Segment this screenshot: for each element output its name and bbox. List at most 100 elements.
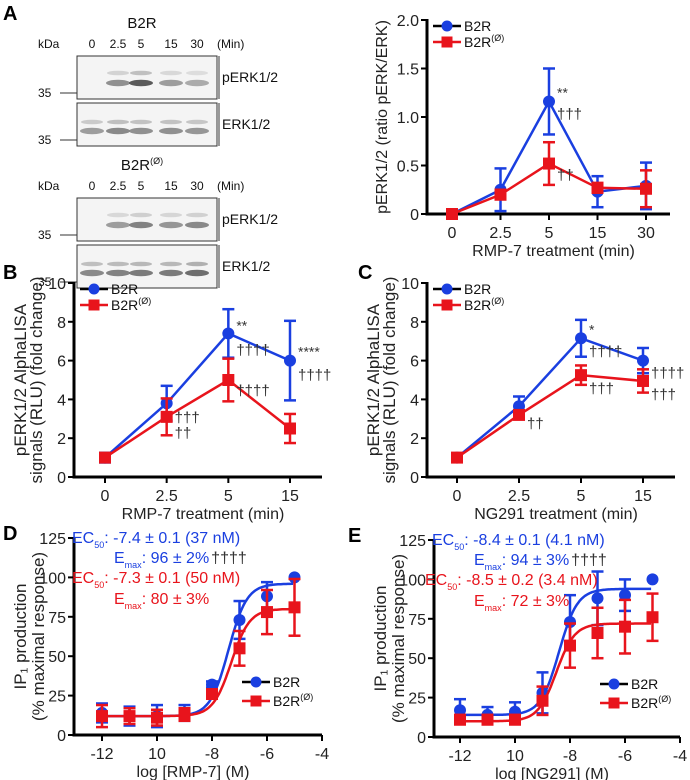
- y-axis-label-line1: pERK1/2 AlphaLISA: [11, 303, 30, 456]
- panel-letter-e: E: [348, 525, 361, 547]
- y-tick-label: 25: [408, 691, 426, 708]
- x-tick-label: -12: [448, 748, 471, 765]
- data-point: [88, 283, 100, 295]
- stat-subscript: max: [125, 601, 143, 611]
- significance-annotation: †††: [557, 106, 582, 123]
- y-axis-label-line2: signals (RLU) (fold change): [380, 277, 399, 484]
- x-tick-label: 0: [101, 488, 110, 505]
- legend-label-sup: (Ø): [491, 296, 504, 306]
- significance-annotation: ††††: [651, 365, 684, 382]
- significance-annotation: †††: [651, 386, 676, 403]
- y-tick-label: 2: [410, 431, 419, 448]
- y-tick-label: 100: [39, 570, 66, 587]
- kda-label: kDa: [38, 37, 60, 51]
- blot-band-upper: [160, 261, 182, 267]
- blot-band: [129, 79, 153, 87]
- lane-label: 30: [190, 37, 204, 51]
- blot-band-upper: [186, 212, 208, 218]
- stat-significance: ††††: [211, 550, 247, 567]
- data-point: [608, 678, 620, 690]
- blot-band-upper: [160, 119, 182, 125]
- stat-text: EC50: -7.3 ± 0.1 (50 nM): [72, 570, 240, 590]
- y-tick-label: 0: [410, 470, 419, 487]
- significance-annotation: ††††: [589, 344, 622, 361]
- blot-row-label: pERK1/2: [222, 69, 278, 85]
- x-tick-label: 0: [448, 225, 457, 242]
- blot-band-upper: [186, 70, 208, 76]
- lane-label: 0: [89, 179, 96, 193]
- data-point: [564, 615, 576, 628]
- blot-band: [80, 127, 104, 135]
- blot-strip: [76, 244, 218, 289]
- legend-label: B2R(Ø): [464, 33, 504, 50]
- lane-label: 2.5: [110, 179, 127, 193]
- blot-band: [80, 269, 104, 277]
- stat-subscript: max: [485, 562, 503, 572]
- unit-label: (Min): [217, 179, 244, 193]
- blot-band: [159, 127, 183, 135]
- x-tick-label: 10: [148, 746, 166, 763]
- significance-annotation: ††: [557, 167, 574, 184]
- panel-letter-a: A: [3, 3, 17, 25]
- legend-label: B2R(Ø): [111, 296, 151, 313]
- series-line: [104, 331, 291, 459]
- x-tick-label: 15: [589, 225, 607, 242]
- data-point: [123, 710, 136, 723]
- y-tick-label: 75: [48, 610, 66, 627]
- x-tick-label: -4: [315, 746, 329, 763]
- data-point: [206, 688, 218, 701]
- x-tick-label: 2.5: [489, 225, 511, 242]
- data-point: [494, 188, 507, 201]
- blot-band: [185, 221, 209, 229]
- data-point: [151, 711, 163, 724]
- series-line: [104, 378, 291, 459]
- data-point: [646, 573, 659, 586]
- significance-annotation: ††††: [236, 383, 269, 400]
- blot-row-label: pERK1/2: [222, 211, 278, 227]
- chart-panel-d: 0 25 50 75 100 125 -12 10 -8 -6 -4 log [RMP-7] (M) I…: [11, 530, 329, 780]
- y-tick-label: 50: [48, 649, 66, 666]
- data-point: [509, 713, 521, 726]
- significance-annotation: †††: [175, 410, 200, 427]
- data-point: [160, 410, 173, 423]
- series-b2r-mutant: [99, 357, 296, 464]
- legend-label: B2R(Ø): [273, 692, 313, 709]
- blot-strip: [76, 197, 218, 242]
- data-point: [543, 95, 555, 108]
- blot-band: [106, 269, 130, 277]
- data-point: [591, 626, 604, 639]
- x-tick-label: -6: [260, 746, 274, 763]
- legend-label: B2R(Ø): [464, 296, 504, 313]
- y-tick-label: 4: [410, 392, 419, 409]
- chart-panel-e: 0 25 50 75 100 125 -12 10 -8 -6 -4 log [NG291] (M) I…: [371, 532, 687, 780]
- stat-text: Emax: 94 ± 3% ††††: [474, 552, 607, 572]
- significance-annotation: ††: [175, 425, 192, 442]
- data-point: [88, 299, 100, 311]
- blot-band: [106, 79, 130, 87]
- marker-label: 35: [38, 275, 52, 289]
- x-tick-label: 2.5: [156, 488, 178, 505]
- panel-letter-d: D: [3, 523, 17, 545]
- y-tick-label: 50: [408, 651, 426, 668]
- data-point: [96, 710, 108, 723]
- blot-band: [106, 127, 130, 135]
- blot-strip: [76, 102, 218, 147]
- data-point: [261, 606, 273, 619]
- blot-band-upper: [81, 261, 103, 267]
- stat-label: E: [474, 593, 485, 610]
- x-axis-label: NG291 treatment (min): [474, 506, 638, 523]
- blot-band: [129, 221, 153, 229]
- data-point: [250, 695, 262, 707]
- x-tick-label: 15: [281, 488, 299, 505]
- stat-text: Emax: 96 ± 2% ††††: [114, 550, 247, 570]
- lane-label: 5: [138, 37, 145, 51]
- series-line: [456, 336, 644, 459]
- data-point: [454, 713, 466, 726]
- x-axis-label: log [RMP-7] (M): [137, 764, 250, 780]
- panel-letter-c: C: [358, 262, 372, 284]
- stat-text: Emax: 72 ± 3%: [474, 593, 569, 613]
- data-point: [446, 208, 458, 220]
